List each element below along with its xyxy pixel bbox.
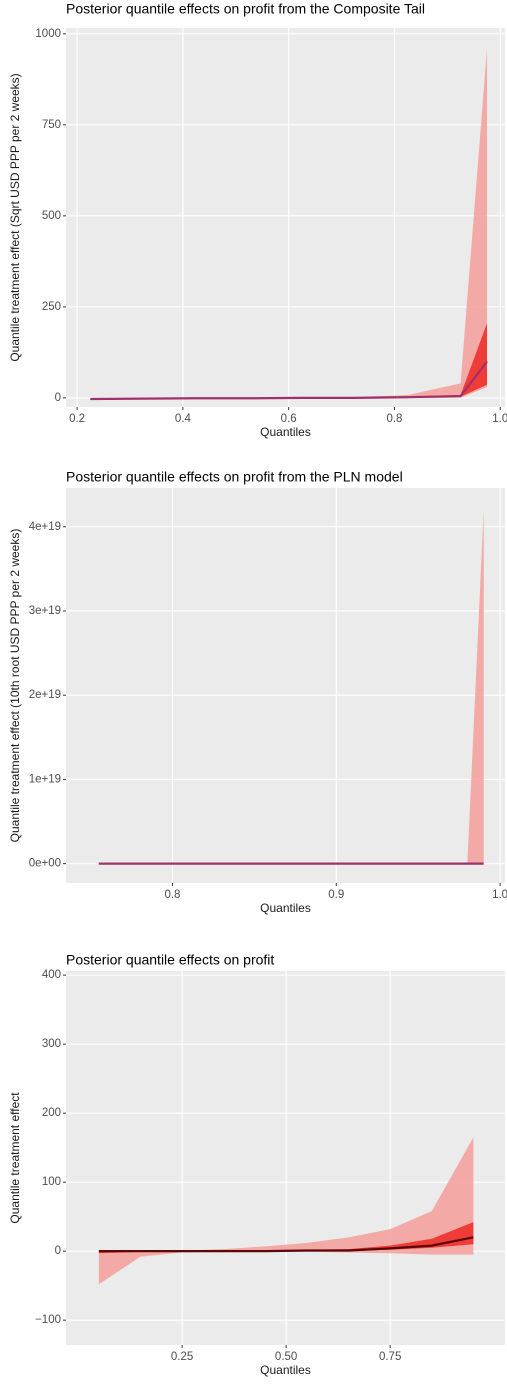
- y-tick-label: 250: [42, 301, 61, 313]
- y-tick-label: 0e+00: [29, 858, 61, 870]
- median-line: [98, 1236, 474, 1253]
- y-tick-label: 400: [42, 969, 61, 981]
- x-tick-label: 0.6: [281, 413, 297, 425]
- y-axis-label: Quantile treatment effect: [8, 1092, 22, 1224]
- x-tick-label: 0.25: [171, 1351, 193, 1363]
- median-line: [90, 360, 488, 401]
- chart-title: Posterior quantile effects on profit fro…: [66, 469, 403, 485]
- y-tick-label: 300: [42, 1038, 61, 1050]
- chart-title: Posterior quantile effects on profit: [66, 952, 274, 968]
- panel-background: [66, 488, 505, 883]
- x-tick-label: 0.75: [379, 1351, 401, 1363]
- y-tick-label: 200: [42, 1107, 61, 1119]
- x-tick-label: 0.8: [164, 889, 180, 901]
- y-axis-label: Quantile treatment effect (Sqrt USD PPP …: [8, 73, 22, 361]
- y-tick-label: −100: [35, 1314, 61, 1326]
- x-tick-label: 0.50: [275, 1351, 297, 1363]
- x-axis-label: Quantiles: [260, 901, 311, 915]
- x-axis-label: Quantiles: [260, 425, 311, 439]
- y-tick-label: 100: [42, 1176, 61, 1188]
- panel-background: [66, 28, 505, 407]
- y-tick-label: 4e+19: [29, 521, 61, 533]
- x-axis-label: Quantiles: [260, 1363, 311, 1377]
- y-tick-label: 0: [55, 1245, 61, 1257]
- y-tick-label: 1000: [35, 28, 61, 40]
- y-axis-label: Quantile treatment effect (10th root USD…: [8, 529, 22, 843]
- x-tick-label: 0.2: [69, 413, 85, 425]
- panel-background: [66, 971, 505, 1345]
- y-tick-label: 1e+19: [29, 773, 61, 785]
- y-tick-label: 750: [42, 119, 61, 131]
- x-tick-label: 0.8: [386, 413, 402, 425]
- y-tick-label: 2e+19: [29, 689, 61, 701]
- chart-title: Posterior quantile effects on profit fro…: [66, 1, 425, 17]
- x-tick-label: 0.4: [175, 413, 192, 425]
- x-tick-label: 1.0: [492, 413, 507, 425]
- y-tick-label: 0: [55, 392, 61, 404]
- y-tick-label: 3e+19: [29, 605, 61, 617]
- x-tick-label: 1.0: [492, 889, 507, 901]
- x-tick-label: 0.9: [328, 889, 344, 901]
- y-tick-label: 500: [42, 210, 61, 222]
